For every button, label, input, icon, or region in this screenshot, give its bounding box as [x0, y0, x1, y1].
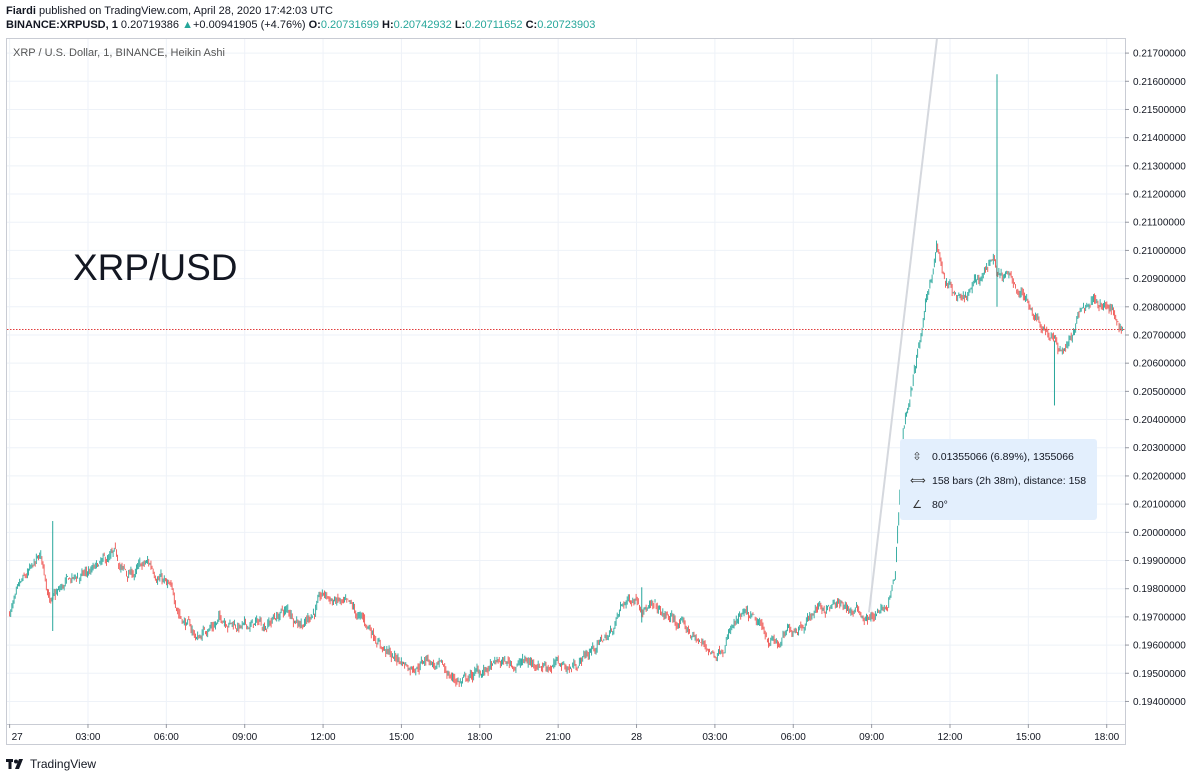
- y-tick-label: 0.19700000: [1133, 612, 1186, 623]
- high-value: 0.20742932: [393, 19, 452, 31]
- price-range-row: ⇳ 0.01355066 (6.89%), 1355066: [910, 450, 1074, 464]
- open-value: 0.20731699: [320, 19, 379, 31]
- x-tick-label: 21:00: [546, 732, 571, 743]
- chart-header: Fiardi published on TradingView.com, Apr…: [6, 4, 595, 32]
- y-tick-label: 0.21300000: [1133, 161, 1186, 172]
- y-tick-label: 0.19800000: [1133, 584, 1186, 595]
- y-tick-label: 0.20900000: [1133, 274, 1186, 285]
- up-triangle-icon: ▲: [182, 19, 193, 31]
- y-tick-label: 0.21000000: [1133, 246, 1186, 257]
- bars-range-row: ⟺ 158 bars (2h 38m), distance: 158: [910, 474, 1087, 488]
- y-tick-label: 0.19400000: [1133, 697, 1186, 708]
- angle-icon: ∠: [912, 499, 922, 511]
- y-tick-label: 0.21100000: [1133, 218, 1186, 229]
- price-range-text: 0.01355066 (6.89%), 1355066: [932, 450, 1074, 463]
- x-tick-label: 06:00: [154, 732, 179, 743]
- y-tick-label: 0.20700000: [1133, 330, 1186, 341]
- y-tick-label: 0.21600000: [1133, 77, 1186, 88]
- vertical-range-icon: ⇳: [912, 451, 922, 463]
- price-change: +0.00941905 (+4.76%): [193, 19, 306, 31]
- watermark-symbol: XRP/USD: [73, 247, 237, 288]
- y-tick-label: 0.20100000: [1133, 500, 1186, 511]
- close-value: 0.20723903: [537, 19, 596, 31]
- x-tick-label: 18:00: [467, 732, 492, 743]
- x-tick-label: 12:00: [937, 732, 962, 743]
- y-tick-label: 0.21200000: [1133, 190, 1186, 201]
- y-tick-label: 0.19900000: [1133, 556, 1186, 567]
- measure-tooltip: ⇳ 0.01355066 (6.89%), 1355066 ⟺ 158 bars…: [900, 439, 1097, 520]
- footer-brand[interactable]: TradingView: [6, 757, 96, 771]
- last-price: 0.20719386: [120, 19, 180, 31]
- trend-line[interactable]: [868, 38, 938, 613]
- measure-trend-line[interactable]: [868, 38, 938, 613]
- open-label: O:: [308, 19, 321, 31]
- y-tick-label: 0.20600000: [1133, 359, 1186, 370]
- y-tick-label: 0.19500000: [1133, 669, 1186, 680]
- author-name[interactable]: Fiardi: [6, 5, 36, 17]
- x-tick-label: 27: [12, 732, 24, 743]
- angle-text: 80°: [932, 498, 948, 511]
- x-tick-label: 09:00: [232, 732, 257, 743]
- y-tick-label: 0.20000000: [1133, 528, 1186, 539]
- chart-title: XRP / U.S. Dollar, 1, BINANCE, Heikin As…: [13, 47, 225, 59]
- candle-series: [9, 74, 1123, 687]
- y-tick-label: 0.20300000: [1133, 443, 1186, 454]
- x-tick-label: 06:00: [781, 732, 806, 743]
- x-tick-label: 03:00: [702, 732, 727, 743]
- low-label: L:: [454, 19, 466, 31]
- y-tick-label: 0.21400000: [1133, 133, 1186, 144]
- horizontal-range-icon: ⟺: [910, 475, 926, 487]
- high-label: H:: [382, 19, 394, 31]
- tradingview-logo-icon: [6, 759, 23, 769]
- y-tick-label: 0.20800000: [1133, 302, 1186, 313]
- x-tick-label: 28: [631, 732, 643, 743]
- footer-brand-text: TradingView: [30, 757, 97, 771]
- low-value: 0.20711652: [465, 19, 523, 31]
- y-tick-label: 0.21500000: [1133, 105, 1186, 116]
- x-tick-label: 12:00: [311, 732, 336, 743]
- close-label: C:: [525, 19, 538, 31]
- price-axis[interactable]: 0.21700000 0.21600000 0.21500000 0.21400000…: [1125, 49, 1186, 708]
- x-tick-label: 15:00: [389, 732, 414, 743]
- published-text: published on TradingView.com, April 28, …: [35, 5, 333, 17]
- x-tick-label: 09:00: [859, 732, 884, 743]
- time-axis[interactable]: 27 03:00 06:00 09:00 12:00 15:00 18:00 21:00 28 0…: [9, 724, 1120, 743]
- y-tick-label: 0.19600000: [1133, 641, 1186, 652]
- x-tick-label: 15:00: [1016, 732, 1041, 743]
- y-tick-label: 0.20400000: [1133, 415, 1186, 426]
- x-tick-label: 03:00: [75, 732, 100, 743]
- bars-range-text: 158 bars (2h 38m), distance: 158: [932, 474, 1087, 487]
- y-tick-label: 0.20500000: [1133, 387, 1186, 398]
- angle-row: ∠ 80°: [910, 498, 948, 512]
- grid-lines: [7, 39, 1125, 724]
- y-tick-label: 0.20200000: [1133, 471, 1186, 482]
- y-tick-label: 0.21700000: [1133, 49, 1186, 60]
- x-tick-label: 18:00: [1094, 732, 1119, 743]
- symbol-label: BINANCE:XRPUSD, 1: [6, 19, 118, 31]
